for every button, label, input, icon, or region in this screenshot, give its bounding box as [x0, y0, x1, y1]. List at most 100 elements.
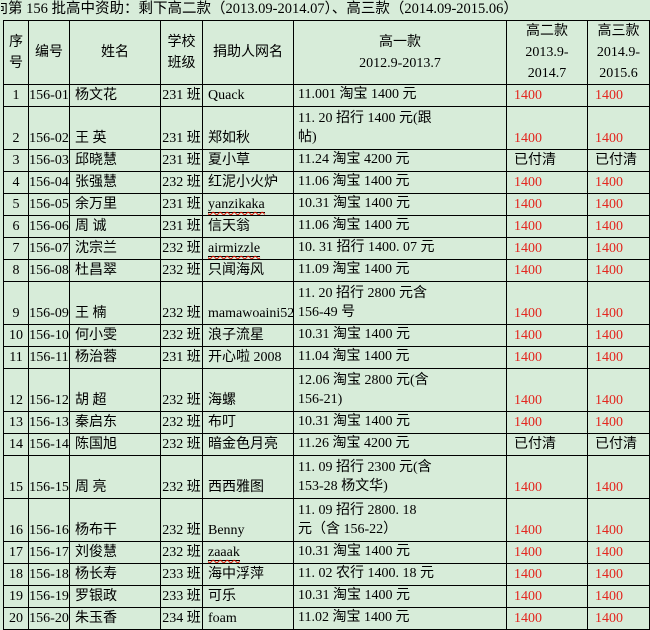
cell-id[interactable]: 156-06	[28, 215, 70, 238]
cell-id[interactable]: 156-03	[28, 149, 70, 172]
cell-donor[interactable]: 布叮	[202, 411, 294, 434]
cell-payment-y1[interactable]: 11. 02 农行 1400. 18 元	[293, 563, 507, 586]
cell-serial[interactable]: 10	[3, 324, 29, 347]
cell-donor[interactable]: 只闻海风	[202, 259, 294, 282]
cell-class[interactable]: 232 班	[160, 171, 203, 194]
cell-class[interactable]: 232 班	[160, 498, 203, 542]
header-name[interactable]: 姓名	[69, 20, 161, 85]
cell-payment-y1[interactable]: 10. 31 招行 1400. 07 元	[293, 237, 507, 260]
cell-payment-y1[interactable]: 10.31 淘宝 1400 元	[293, 324, 507, 347]
cell-donor[interactable]: airmizzle	[202, 237, 294, 260]
cell-serial[interactable]: 20	[3, 607, 29, 630]
cell-amount-y2[interactable]: 1400	[506, 607, 588, 630]
cell-name[interactable]: 陈国旭	[69, 433, 161, 456]
cell-class[interactable]: 234 班	[160, 607, 203, 630]
cell-id[interactable]: 156-09	[28, 281, 70, 325]
cell-class[interactable]: 232 班	[160, 237, 203, 260]
cell-id[interactable]: 156-05	[28, 193, 70, 216]
cell-serial[interactable]: 15	[3, 455, 29, 499]
cell-payment-y1[interactable]: 11. 20 招行 2800 元含 156-49 号	[293, 281, 507, 325]
cell-name[interactable]: 何小雯	[69, 324, 161, 347]
cell-name[interactable]: 秦启东	[69, 411, 161, 434]
cell-serial[interactable]: 12	[3, 368, 29, 412]
cell-class[interactable]: 231 班	[160, 84, 203, 107]
cell-name[interactable]: 杨文花	[69, 84, 161, 107]
header-y2[interactable]: 高二款 2013.9- 2014.7	[506, 20, 588, 85]
cell-amount-y2[interactable]: 已付清	[506, 433, 588, 456]
cell-class[interactable]: 231 班	[160, 193, 203, 216]
cell-amount-y2[interactable]: 1400	[506, 585, 588, 608]
cell-amount-y3[interactable]: 1400	[587, 498, 650, 542]
cell-name[interactable]: 张强慧	[69, 171, 161, 194]
cell-id[interactable]: 156-20	[28, 607, 70, 630]
cell-id[interactable]: 156-04	[28, 171, 70, 194]
cell-amount-y3[interactable]: 1400	[587, 171, 650, 194]
cell-serial[interactable]: 18	[3, 563, 29, 586]
cell-payment-y1[interactable]: 11.26 淘宝 4200 元	[293, 433, 507, 456]
cell-serial[interactable]: 7	[3, 237, 29, 260]
cell-serial[interactable]: 14	[3, 433, 29, 456]
cell-serial[interactable]: 11	[3, 346, 29, 369]
cell-name[interactable]: 周 诚	[69, 215, 161, 238]
cell-id[interactable]: 156-01	[28, 84, 70, 107]
cell-donor[interactable]: Quack	[202, 84, 294, 107]
cell-id[interactable]: 156-11	[28, 346, 70, 369]
cell-donor[interactable]: 西西雅图	[202, 455, 294, 499]
cell-amount-y3[interactable]: 已付清	[587, 433, 650, 456]
cell-class[interactable]: 231 班	[160, 106, 203, 150]
cell-name[interactable]: 邱晓慧	[69, 149, 161, 172]
cell-name[interactable]: 杨治蓉	[69, 346, 161, 369]
cell-amount-y2[interactable]: 1400	[506, 346, 588, 369]
cell-donor[interactable]: 海中浮萍	[202, 563, 294, 586]
cell-name[interactable]: 王 英	[69, 106, 161, 150]
cell-serial[interactable]: 2	[3, 106, 29, 150]
cell-id[interactable]: 156-13	[28, 411, 70, 434]
cell-amount-y3[interactable]: 1400	[587, 368, 650, 412]
cell-donor[interactable]: 夏小草	[202, 149, 294, 172]
cell-amount-y3[interactable]: 已付清	[587, 149, 650, 172]
cell-donor[interactable]: zaaak	[202, 541, 294, 564]
cell-donor[interactable]: 浪子流星	[202, 324, 294, 347]
cell-amount-y3[interactable]: 1400	[587, 106, 650, 150]
cell-amount-y2[interactable]: 1400	[506, 259, 588, 282]
cell-id[interactable]: 156-15	[28, 455, 70, 499]
cell-id[interactable]: 156-07	[28, 237, 70, 260]
cell-amount-y3[interactable]: 1400	[587, 607, 650, 630]
cell-name[interactable]: 胡 超	[69, 368, 161, 412]
cell-amount-y2[interactable]: 1400	[506, 281, 588, 325]
cell-class[interactable]: 232 班	[160, 368, 203, 412]
cell-serial[interactable]: 19	[3, 585, 29, 608]
cell-name[interactable]: 杜昌翠	[69, 259, 161, 282]
cell-serial[interactable]: 9	[3, 281, 29, 325]
cell-amount-y2[interactable]: 1400	[506, 563, 588, 586]
cell-name[interactable]: 王 楠	[69, 281, 161, 325]
header-id[interactable]: 编号	[28, 20, 70, 85]
cell-amount-y3[interactable]: 1400	[587, 455, 650, 499]
cell-donor[interactable]: 海螺	[202, 368, 294, 412]
cell-donor[interactable]: 可乐	[202, 585, 294, 608]
cell-class[interactable]: 231 班	[160, 346, 203, 369]
cell-serial[interactable]: 16	[3, 498, 29, 542]
cell-donor[interactable]: foam	[202, 607, 294, 630]
cell-amount-y3[interactable]: 1400	[587, 585, 650, 608]
cell-amount-y3[interactable]: 1400	[587, 193, 650, 216]
cell-payment-y1[interactable]: 10.31 淘宝 1400 元	[293, 585, 507, 608]
cell-name[interactable]: 沈宗兰	[69, 237, 161, 260]
cell-class[interactable]: 232 班	[160, 324, 203, 347]
cell-id[interactable]: 156-12	[28, 368, 70, 412]
cell-amount-y2[interactable]: 1400	[506, 84, 588, 107]
cell-amount-y2[interactable]: 1400	[506, 215, 588, 238]
cell-name[interactable]: 周 亮	[69, 455, 161, 499]
cell-donor[interactable]: 开心啦 2008	[202, 346, 294, 369]
cell-amount-y2[interactable]: 1400	[506, 498, 588, 542]
cell-name[interactable]: 余万里	[69, 193, 161, 216]
cell-amount-y3[interactable]: 1400	[587, 324, 650, 347]
cell-class[interactable]: 231 班	[160, 149, 203, 172]
cell-amount-y3[interactable]: 1400	[587, 259, 650, 282]
cell-id[interactable]: 156-08	[28, 259, 70, 282]
cell-amount-y3[interactable]: 1400	[587, 563, 650, 586]
cell-name[interactable]: 罗银政	[69, 585, 161, 608]
cell-id[interactable]: 156-19	[28, 585, 70, 608]
cell-amount-y3[interactable]: 1400	[587, 237, 650, 260]
cell-donor[interactable]: 郑如秋	[202, 106, 294, 150]
